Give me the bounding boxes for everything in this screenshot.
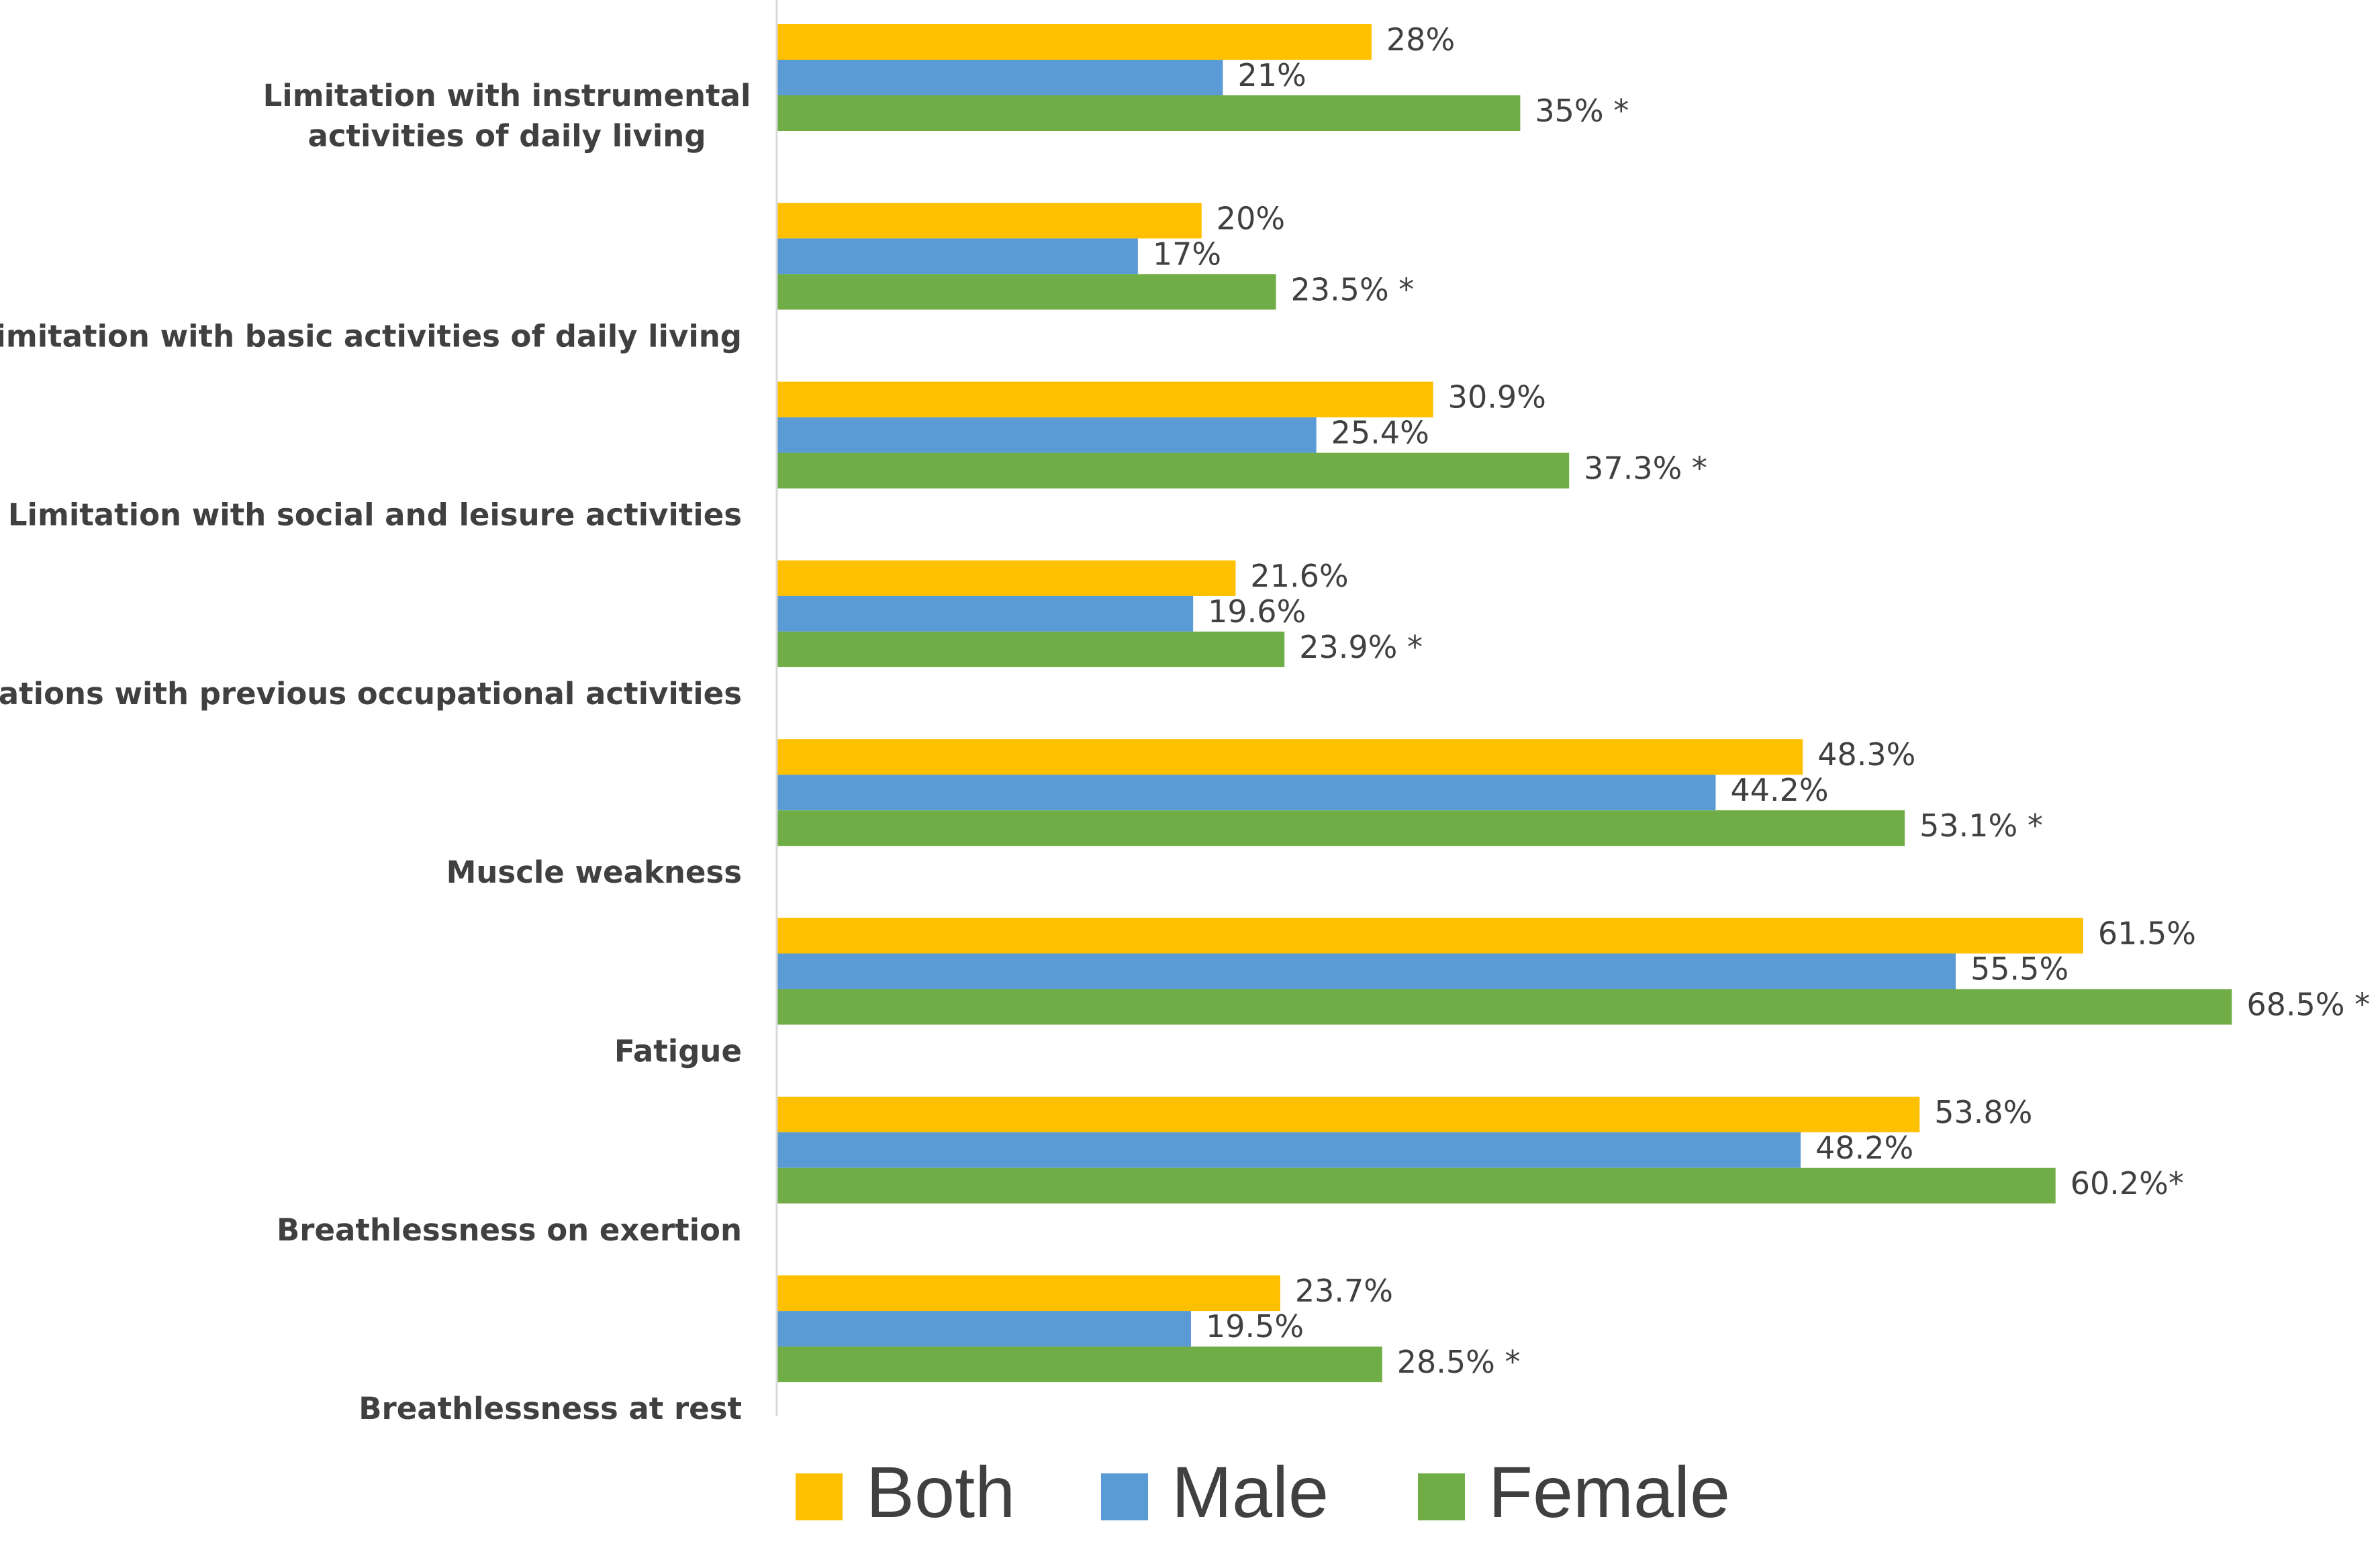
data-label-both-2: 30.9% [1448, 379, 1546, 416]
value-labels-group: 28% 21% 35% * 20%17% 23.5% * 30.9% 25.4% 37.3% … [1153, 21, 2370, 1380]
bar-both-5 [777, 918, 2083, 954]
bar-male-3 [777, 595, 1194, 632]
data-label-male-2: 25.4% [1331, 415, 1429, 451]
data-label-both-1: 20% [1217, 200, 1285, 236]
data-label-male-7: 19.5% [1206, 1308, 1304, 1345]
category-label-4: Muscle weakness [446, 854, 742, 890]
legend-label-both: Both [866, 1451, 1015, 1532]
bar-female-2 [777, 452, 1570, 489]
data-label-both-6: 53.8% [1934, 1094, 2032, 1130]
bar-female-5 [777, 989, 2232, 1025]
bar-male-7 [777, 1311, 1191, 1347]
bar-female-1 [777, 274, 1276, 310]
category-label-0: Limitation with instrumental activities o… [263, 78, 751, 154]
category-label-5: Fatigue [614, 1034, 742, 1069]
category-label-6: Breathlessness on exertion [277, 1212, 742, 1248]
category-labels-group: Limitation with instrumental activities o… [0, 78, 751, 1426]
bar-both-6 [777, 1096, 1920, 1132]
legend-swatch-female [1418, 1473, 1465, 1520]
data-label-both-7: 23.7% [1295, 1273, 1393, 1309]
data-label-both-5: 61.5% [2098, 916, 2196, 952]
legend-label-male: Male [1172, 1451, 1329, 1532]
data-label-male-1: 17% [1153, 236, 1221, 272]
data-label-female-0: 35% * [1535, 93, 1629, 129]
bar-both-3 [777, 560, 1236, 596]
bars-group [777, 24, 2232, 1383]
data-label-female-2: 37.3% * [1584, 450, 1707, 487]
data-label-female-6: 60.2%* [2070, 1165, 2184, 1202]
bar-both-4 [777, 739, 1803, 775]
bar-female-3 [777, 631, 1285, 667]
bar-male-0 [777, 60, 1223, 95]
category-label-1: Limitation with basic activities of dail… [0, 318, 742, 354]
data-label-female-4: 53.1% * [1919, 808, 2043, 844]
bar-male-2 [777, 417, 1317, 453]
bar-female-4 [777, 810, 1905, 846]
category-label-3: Limitations with previous occupational a… [0, 676, 742, 712]
data-label-female-1: 23.5% * [1291, 271, 1415, 307]
bar-male-4 [777, 775, 1716, 811]
bar-both-7 [777, 1275, 1280, 1312]
data-label-both-4: 48.3% [1817, 736, 1915, 773]
data-label-male-3: 19.6% [1208, 593, 1306, 630]
bar-both-0 [777, 24, 1372, 60]
legend: Both Male Female [796, 1451, 1730, 1532]
bar-both-2 [777, 381, 1433, 418]
bar-both-1 [777, 203, 1202, 239]
bar-female-6 [777, 1167, 2056, 1204]
data-label-male-5: 55.5% [1970, 951, 2068, 987]
category-label-7: Breathlessness at rest [359, 1391, 742, 1426]
bar-male-1 [777, 238, 1138, 275]
data-label-male-4: 44.2% [1730, 772, 1828, 808]
category-label-2: Limitation with social and leisure activ… [8, 497, 742, 533]
bar-female-7 [777, 1347, 1382, 1383]
data-label-male-6: 48.2% [1815, 1130, 1913, 1166]
data-label-both-3: 21.6% [1250, 558, 1348, 594]
bar-female-0 [777, 95, 1521, 131]
bar-male-5 [777, 953, 1956, 989]
data-label-both-0: 28% [1386, 21, 1455, 58]
legend-label-female: Female [1488, 1451, 1730, 1532]
data-label-female-7: 28.5% * [1397, 1344, 1521, 1380]
data-label-female-5: 68.5% * [2246, 987, 2370, 1023]
data-label-female-3: 23.9% * [1299, 629, 1423, 665]
bar-male-6 [777, 1132, 1801, 1168]
legend-swatch-both [796, 1473, 843, 1520]
legend-swatch-male [1101, 1473, 1148, 1520]
data-label-male-0: 21% [1237, 57, 1306, 93]
